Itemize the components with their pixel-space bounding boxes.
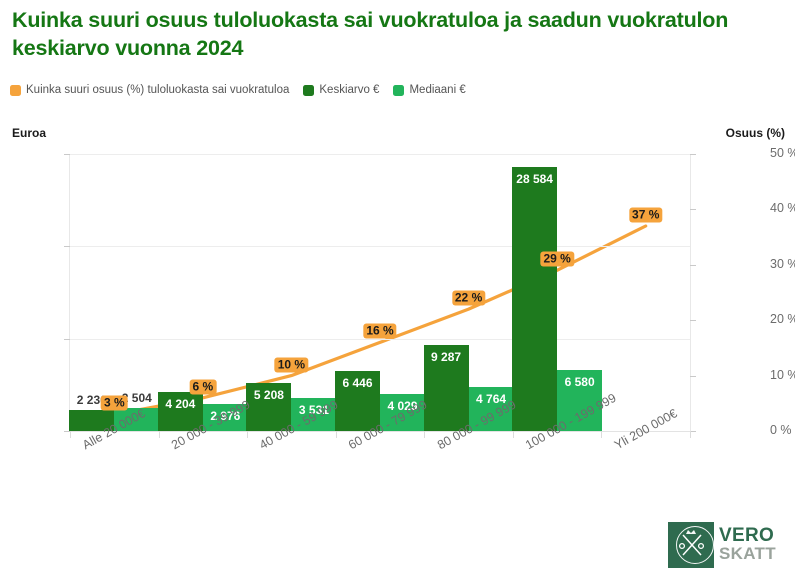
x-tickmark — [424, 431, 425, 438]
share-point-label[interactable]: 6 % — [189, 379, 217, 395]
right-axis-tick-label: 30 % — [770, 256, 795, 271]
right-axis-line — [690, 154, 691, 431]
share-point-label[interactable]: 29 % — [540, 251, 574, 267]
left-tickmark — [64, 431, 70, 432]
bar-median[interactable] — [468, 387, 514, 431]
logo-emblem-icon — [668, 522, 714, 568]
gridline — [70, 338, 690, 340]
bar-median[interactable] — [380, 393, 425, 431]
x-tickmark — [247, 431, 248, 438]
gridline — [70, 246, 690, 248]
legend-item-share[interactable]: Kuinka suuri osuus (%) tuloluokasta sai … — [10, 84, 289, 96]
legend-item-mean[interactable]: Keskiarvo € — [303, 84, 379, 96]
bar-mean[interactable] — [335, 371, 380, 431]
right-axis-title: Osuus (%) — [725, 126, 785, 140]
left-axis-line — [69, 154, 70, 431]
bar-value-label: 2 504 — [121, 390, 152, 405]
legend-label: Keskiarvo € — [319, 84, 380, 96]
bar-value-label: 9 287 — [431, 350, 462, 365]
right-tickmark — [690, 209, 696, 211]
share-point-label[interactable]: 3 % — [100, 395, 128, 411]
bar-value-label: 5 208 — [253, 387, 284, 402]
logo-vero-text: VERO — [719, 524, 775, 546]
right-tickmark — [690, 375, 696, 377]
right-tickmark — [690, 320, 696, 322]
bar-median[interactable] — [114, 407, 160, 431]
left-tickmark — [64, 246, 70, 248]
vero-skatt-logo: VERO SKATT — [668, 522, 776, 568]
page-title: Kuinka suuri osuus tuloluokasta sai vuok… — [12, 8, 729, 61]
right-tickmark — [690, 154, 696, 155]
left-tickmark — [64, 154, 70, 155]
legend-item-median[interactable]: Mediaani € — [393, 84, 466, 96]
logo-wordmark: VERO SKATT — [714, 522, 776, 568]
x-tickmark — [70, 431, 71, 438]
x-tickmark — [601, 431, 602, 438]
bar-mean[interactable] — [423, 345, 469, 431]
right-axis-tick-label: 10 % — [770, 367, 795, 382]
bar-mean[interactable] — [512, 167, 558, 431]
bar-median[interactable] — [202, 403, 248, 431]
share-point-label[interactable]: 37 % — [629, 207, 663, 223]
bar-value-label: 6 446 — [342, 376, 373, 391]
bar-median[interactable] — [557, 370, 603, 431]
right-axis-tick-label: 40 % — [770, 201, 795, 216]
legend-swatch-icon — [10, 84, 21, 96]
x-tickmark — [690, 431, 691, 438]
bar-value-label: 2 236 — [76, 393, 107, 408]
bar-mean[interactable] — [157, 392, 203, 431]
left-axis-title: Euroa — [12, 126, 47, 140]
logo-circle-icon — [676, 526, 714, 564]
left-tickmark — [64, 338, 70, 340]
legend-label: Mediaani € — [409, 84, 466, 96]
right-tickmark — [690, 264, 696, 266]
legend-label: Kuinka suuri osuus (%) tuloluokasta sai … — [26, 84, 290, 96]
bar-value-label: 2 976 — [210, 408, 241, 423]
bar-value-label: 6 580 — [564, 375, 595, 390]
bar-mean[interactable] — [246, 382, 292, 431]
bar-value-label: 3 531 — [298, 403, 329, 418]
logo-skatt-text: SKATT — [719, 544, 776, 564]
bar-value-label: 4 029 — [387, 398, 418, 413]
x-tickmark — [513, 431, 514, 438]
logo-crest-icon — [678, 530, 705, 556]
x-tickmark — [336, 431, 337, 438]
right-axis-tick-label: 20 % — [770, 312, 795, 327]
bar-mean[interactable] — [69, 410, 115, 431]
bar-value-label: 4 204 — [165, 397, 196, 412]
gridline — [70, 431, 690, 432]
right-axis-tick-label: 50 % — [770, 146, 795, 160]
bar-value-label: 28 584 — [516, 172, 553, 187]
x-tickmark — [159, 431, 160, 438]
gridline — [70, 154, 690, 155]
right-tickmark — [690, 431, 696, 432]
bar-median[interactable] — [291, 398, 337, 431]
chart-legend: Kuinka suuri osuus (%) tuloluokasta sai … — [10, 84, 466, 96]
legend-swatch-icon — [393, 84, 405, 96]
legend-swatch-icon — [303, 84, 315, 96]
share-point-label[interactable]: 10 % — [274, 357, 309, 373]
share-point-label[interactable]: 16 % — [363, 323, 397, 339]
bar-value-label: 4 764 — [476, 392, 507, 406]
share-point-label[interactable]: 22 % — [451, 290, 486, 306]
right-axis-tick-label: 0 % — [770, 423, 792, 437]
